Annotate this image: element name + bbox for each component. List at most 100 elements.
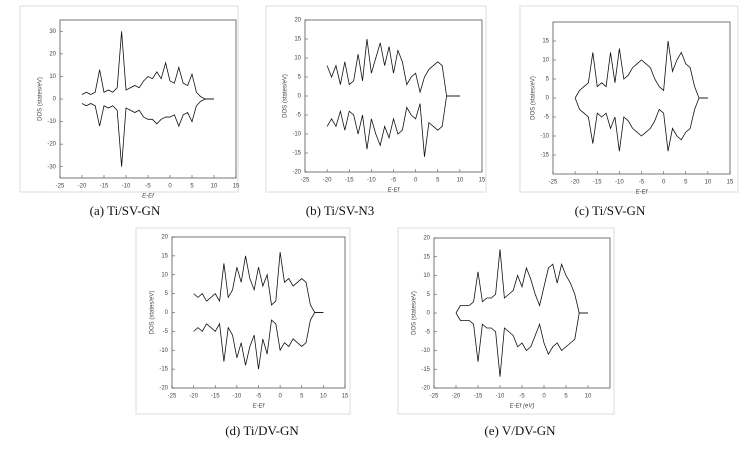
- y-tick-label: -5: [425, 329, 431, 335]
- y-tick-label: -10: [159, 348, 168, 354]
- dos-line: [574, 97, 708, 152]
- x-tick-label: -10: [122, 184, 131, 190]
- x-tick-label: -15: [474, 394, 483, 400]
- x-tick-label: 10: [320, 394, 327, 400]
- x-tick-label: 10: [585, 394, 592, 400]
- subplot: -25 -20 -15 -10 -5 0 5 10 15 -30 -20 -10 0 10 20 30 E-Ef…: [19, 5, 240, 218]
- y-axis-label: DOS (states/eV): [531, 76, 537, 120]
- x-tick-label: 5: [300, 394, 304, 400]
- y-tick-label: -20: [421, 386, 430, 392]
- x-tick-label: -15: [345, 178, 354, 184]
- y-tick-label: 20: [423, 236, 430, 242]
- x-tick-label: -5: [145, 184, 151, 190]
- dos-line: [326, 38, 460, 97]
- y-axis-label: DOS (states/eV): [150, 291, 156, 335]
- y-tick-label: 10: [161, 272, 168, 278]
- y-tick-label: -20: [47, 142, 56, 148]
- y-tick-label: -30: [47, 164, 56, 170]
- caption: (e) V/DV-GN: [484, 423, 556, 438]
- y-tick-label: 10: [49, 74, 56, 80]
- x-tick-label: -5: [639, 180, 645, 186]
- x-tick-label: 15: [342, 394, 349, 400]
- x-tick-label: -25: [301, 178, 310, 184]
- y-tick-label: -10: [540, 134, 549, 140]
- panel-border: [135, 227, 351, 415]
- y-tick-label: 5: [546, 77, 550, 83]
- y-tick-label: 5: [165, 291, 169, 297]
- x-tick-label: -10: [496, 394, 505, 400]
- x-tick-label: 0: [414, 178, 418, 184]
- x-tick-label: -5: [256, 394, 262, 400]
- panel-border: [519, 5, 739, 193]
- x-tick-label: -15: [100, 184, 109, 190]
- subplot: -25 -20 -15 -10 -5 0 5 10 15-20-15-10-505101520E…: [265, 5, 487, 218]
- panel-border: [397, 227, 615, 415]
- y-tick-label: -20: [292, 170, 301, 176]
- dos-line: [193, 252, 324, 313]
- y-tick-label: -15: [159, 367, 168, 373]
- dos-line: [574, 40, 708, 99]
- dos-line: [81, 98, 214, 167]
- y-tick-label: 15: [542, 39, 549, 45]
- x-tick-label: -10: [615, 180, 624, 186]
- x-tick-label: -10: [367, 178, 376, 184]
- dos-line: [455, 249, 588, 314]
- x-tick-label: 15: [233, 184, 240, 190]
- caption: (b) Ti/SV-N3: [306, 203, 375, 218]
- x-tick-label: 15: [479, 178, 486, 184]
- subplot: -25 -20 -15 -10 -5 0 5 10 15-20-15-10-505101520E…: [135, 227, 351, 438]
- y-tick-label: -5: [544, 115, 550, 121]
- x-axis-label: E-Ef (eV): [510, 404, 535, 410]
- x-tick-label: 0: [168, 184, 172, 190]
- x-tick-label: 0: [542, 394, 546, 400]
- x-tick-label: -10: [233, 394, 242, 400]
- y-tick-label: 15: [423, 254, 430, 260]
- y-tick-label: -20: [159, 386, 168, 392]
- y-tick-label: 0: [53, 97, 57, 103]
- x-axis-label: E-Ef: [388, 188, 401, 194]
- x-tick-label: -25: [430, 394, 439, 400]
- x-axis-label: E-Ef: [142, 194, 155, 200]
- x-tick-label: 5: [564, 394, 568, 400]
- y-tick-label: -10: [292, 132, 301, 138]
- y-tick-label: 0: [165, 310, 169, 316]
- y-tick-label: 20: [161, 235, 168, 241]
- panel-border: [19, 5, 239, 193]
- y-tick-label: -10: [421, 348, 430, 354]
- x-tick-label: -15: [211, 394, 220, 400]
- y-tick-label: 20: [49, 51, 56, 57]
- y-tick-label: 20: [294, 18, 301, 24]
- dos-line: [455, 312, 588, 377]
- y-tick-label: 10: [542, 58, 549, 64]
- y-tick-label: 0: [427, 311, 431, 317]
- y-tick-label: 30: [49, 29, 56, 35]
- x-tick-label: 0: [278, 394, 282, 400]
- y-axis-label: DOS (states/eV): [283, 74, 289, 118]
- x-tick-label: -25: [168, 394, 177, 400]
- x-tick-label: -5: [519, 394, 525, 400]
- y-axis-label: DOS (states/eV): [412, 291, 418, 335]
- x-tick-label: -5: [391, 178, 397, 184]
- y-tick-label: 10: [294, 56, 301, 62]
- x-tick-label: 15: [727, 180, 734, 186]
- panel-border: [265, 5, 487, 193]
- x-tick-label: 0: [662, 180, 666, 186]
- y-tick-label: -10: [47, 119, 56, 125]
- caption: (d) Ti/DV-GN: [225, 423, 299, 438]
- dos-line: [326, 95, 460, 157]
- x-tick-label: 5: [190, 184, 194, 190]
- y-tick-label: 0: [546, 96, 550, 102]
- y-tick-label: -15: [540, 153, 549, 159]
- y-tick-label: -15: [421, 367, 430, 373]
- subplot: -25 -20 -15 -10 -5 0 5 10 15 -15 -10 -5 0 5 10 15 E-Ef DO…: [519, 5, 739, 218]
- x-tick-label: 5: [436, 178, 440, 184]
- dos-line: [193, 312, 324, 370]
- x-tick-label: -20: [452, 394, 461, 400]
- x-tick-label: 10: [705, 180, 712, 186]
- y-tick-label: 0: [298, 94, 302, 100]
- x-tick-label: 10: [211, 184, 218, 190]
- x-tick-label: 10: [457, 178, 464, 184]
- y-tick-label: -5: [296, 113, 302, 119]
- x-tick-label: -15: [593, 180, 602, 186]
